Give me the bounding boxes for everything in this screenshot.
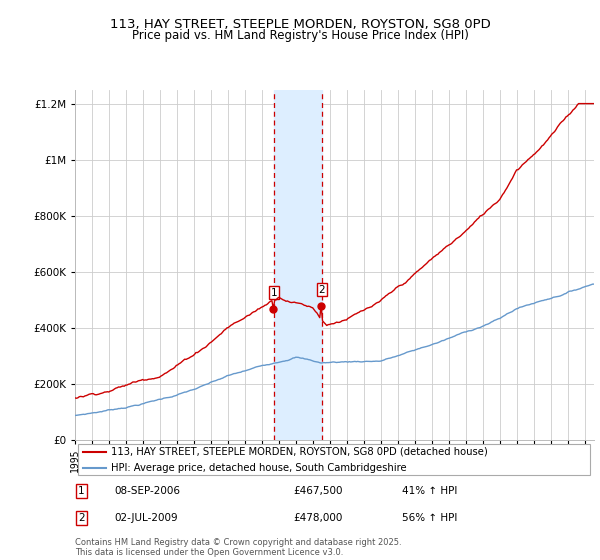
Text: 113, HAY STREET, STEEPLE MORDEN, ROYSTON, SG8 0PD: 113, HAY STREET, STEEPLE MORDEN, ROYSTON… [110,18,490,31]
Text: 41% ↑ HPI: 41% ↑ HPI [402,486,457,496]
Text: 2: 2 [78,513,85,523]
Text: £478,000: £478,000 [293,513,343,523]
Text: 02-JUL-2009: 02-JUL-2009 [114,513,178,523]
Text: 08-SEP-2006: 08-SEP-2006 [114,486,180,496]
Text: HPI: Average price, detached house, South Cambridgeshire: HPI: Average price, detached house, Sout… [112,463,407,473]
Text: 1: 1 [271,287,277,297]
Bar [274,90,322,440]
Text: 2: 2 [319,284,325,295]
Text: 1: 1 [78,486,85,496]
Text: Price paid vs. HM Land Registry's House Price Index (HPI): Price paid vs. HM Land Registry's House … [131,29,469,42]
Text: Contains HM Land Registry data © Crown copyright and database right 2025.
This d: Contains HM Land Registry data © Crown c… [75,538,401,557]
Text: 56% ↑ HPI: 56% ↑ HPI [402,513,457,523]
Text: 113, HAY STREET, STEEPLE MORDEN, ROYSTON, SG8 0PD (detached house): 113, HAY STREET, STEEPLE MORDEN, ROYSTON… [112,447,488,457]
Text: £467,500: £467,500 [293,486,343,496]
FancyBboxPatch shape [77,444,590,475]
